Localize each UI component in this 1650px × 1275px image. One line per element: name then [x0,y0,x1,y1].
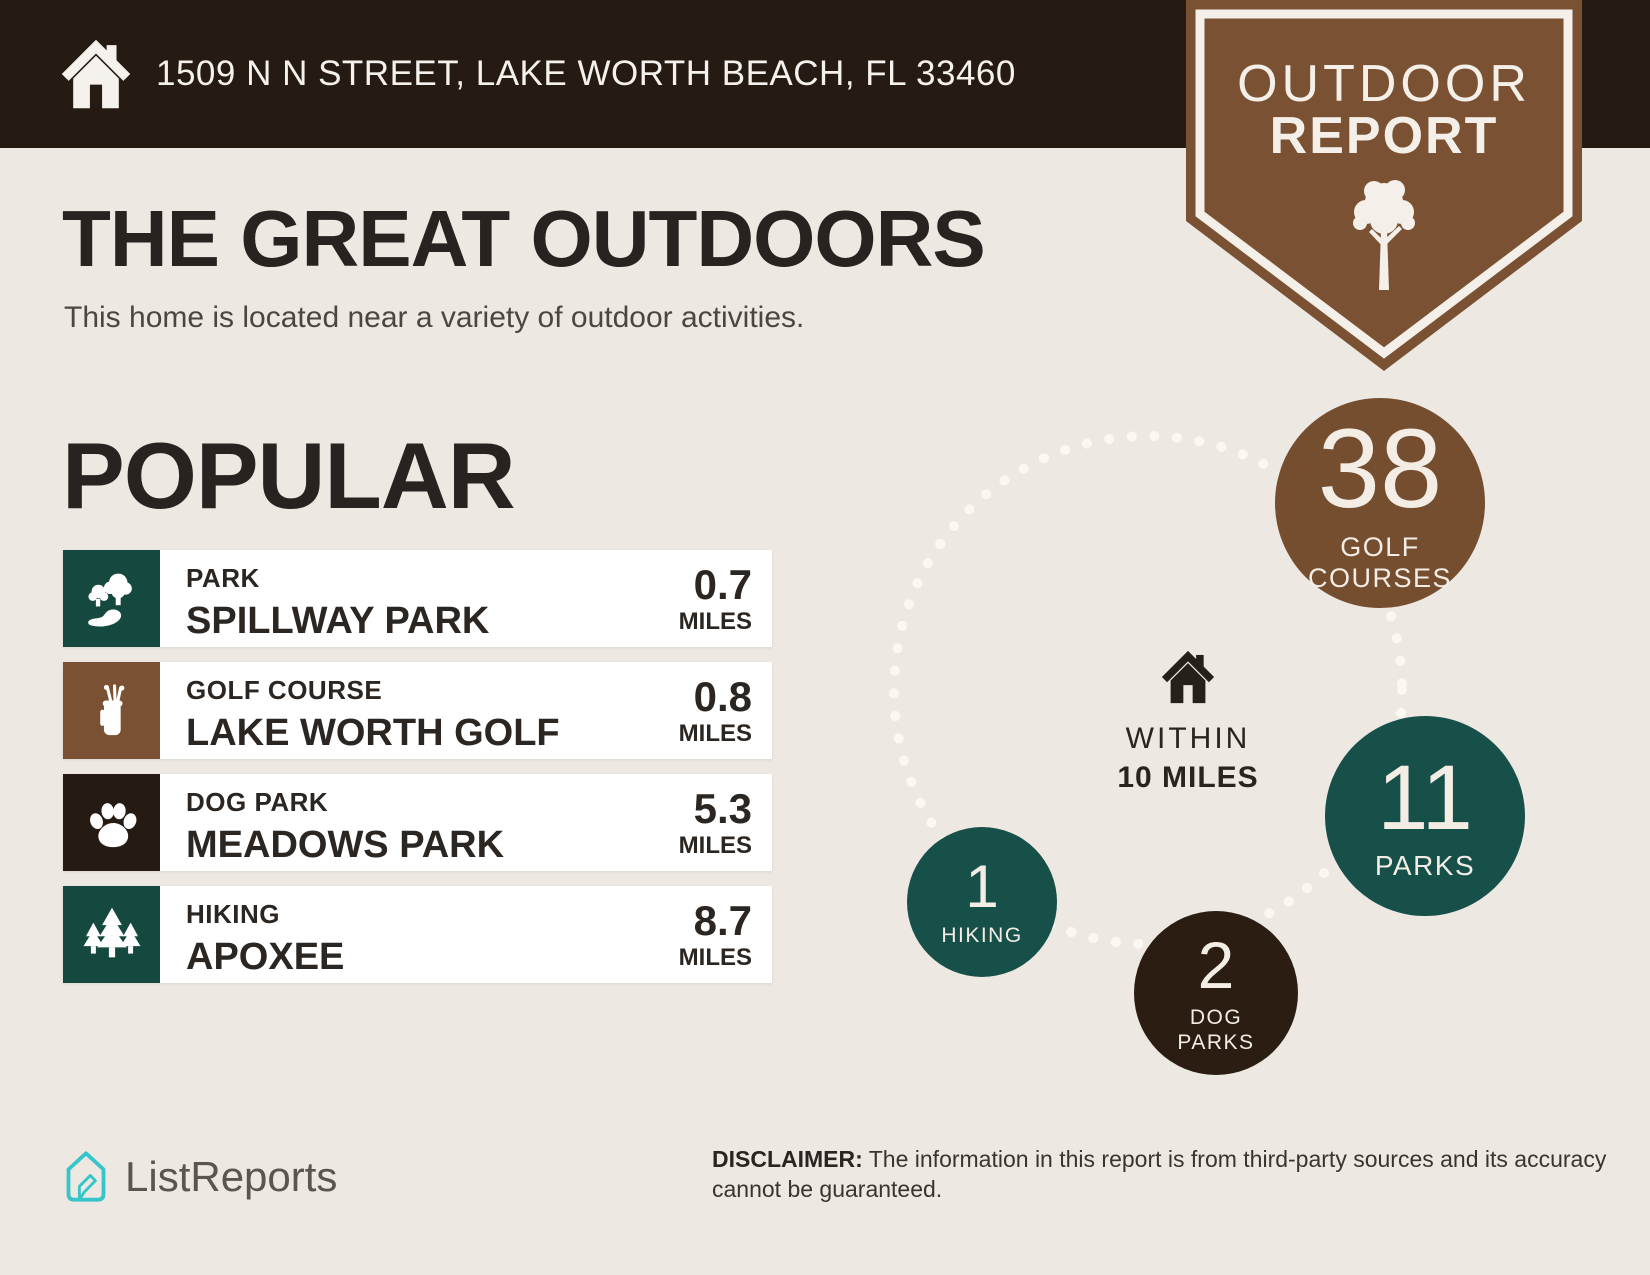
list-item-golf-course: GOLF COURSE LAKE WORTH GOLF COURSE 0.8 M… [63,662,772,759]
item-category: PARK [186,563,260,593]
listreports-brand: ListReports [125,1152,338,1200]
list-item-hiking: HIKING APOXEE WILDERNESS TRAIL 8.7 MILES [63,886,772,983]
item-distance-unit: MILES [678,719,752,747]
home-icon [61,39,131,109]
within-label: WITHIN [1125,722,1251,755]
popular-list: PARK SPILLWAY PARK 0.7 MILES [63,550,772,998]
list-item-dog-park: DOG PARK MEADOWS PARK 5.3 MILES [63,774,772,871]
item-distance: 5.3 [693,784,752,832]
item-name: SPILLWAY PARK [186,600,490,642]
item-category: DOG PARK [186,787,329,817]
item-name: APOXEE WILDERNESS TRAIL [186,936,562,983]
disclaimer-label: DISCLAIMER: [712,1146,863,1172]
item-name: LAKE WORTH GOLF COURSE [186,712,560,759]
badge-line1: OUTDOOR [1237,55,1531,113]
parks-bubble: 11 PARKS [1325,716,1525,916]
pine-trees-icon [63,886,160,983]
popular-heading: POPULAR [62,423,516,528]
golf-courses-label: GOLF COURSES [1307,531,1453,593]
item-distance-unit: MILES [678,607,752,635]
item-distance: 0.7 [693,560,752,608]
list-item-park: PARK SPILLWAY PARK 0.7 MILES [63,550,772,647]
listreports-logo-icon [66,1151,106,1202]
tree-icon [1353,180,1415,290]
item-category: GOLF COURSE [186,675,383,705]
outdoor-report-badge: OUTDOOR REPORT [1186,0,1582,371]
item-name: MEADOWS PARK [186,824,505,866]
park-icon [63,550,160,647]
disclaimer-text: The information in this report is from t… [712,1146,1607,1202]
dog-parks-count: 2 [1197,927,1235,1002]
parks-count: 11 [1377,746,1473,849]
item-distance-unit: MILES [678,943,752,971]
item-category: HIKING [186,899,280,929]
house-icon [1161,650,1215,704]
item-distance-unit: MILES [678,831,752,859]
badge-line2: REPORT [1270,107,1499,165]
parks-label: PARKS [1374,849,1476,881]
radius-ring [889,431,1407,949]
golf-courses-bubble: 38 GOLF COURSES [1275,398,1485,608]
hiking-label: HIKING [941,924,1023,947]
within-miles-label: 10 MILES [1117,761,1259,794]
hiking-count: 1 [965,853,999,920]
paw-icon [63,774,160,871]
item-distance: 0.8 [693,672,752,720]
radius-center-label: WITHIN 10 MILES [1058,648,1318,795]
page-title: THE GREAT OUTDOORS [62,194,986,283]
property-address: 1509 N N STREET, LAKE WORTH BEACH, FL 33… [156,54,1016,93]
hiking-bubble: 1 HIKING [907,827,1057,977]
dog-parks-label: DOG PARKS [1177,1005,1255,1054]
dog-parks-bubble: 2 DOG PARKS [1134,911,1298,1075]
item-distance: 8.7 [693,896,752,944]
golf-courses-count: 38 [1317,405,1443,531]
disclaimer: DISCLAIMER: The information in this repo… [712,1144,1612,1204]
listreports-logo: ListReports [62,1150,337,1203]
page-subtitle: This home is located near a variety of o… [64,301,805,334]
golf-bag-icon [63,662,160,759]
